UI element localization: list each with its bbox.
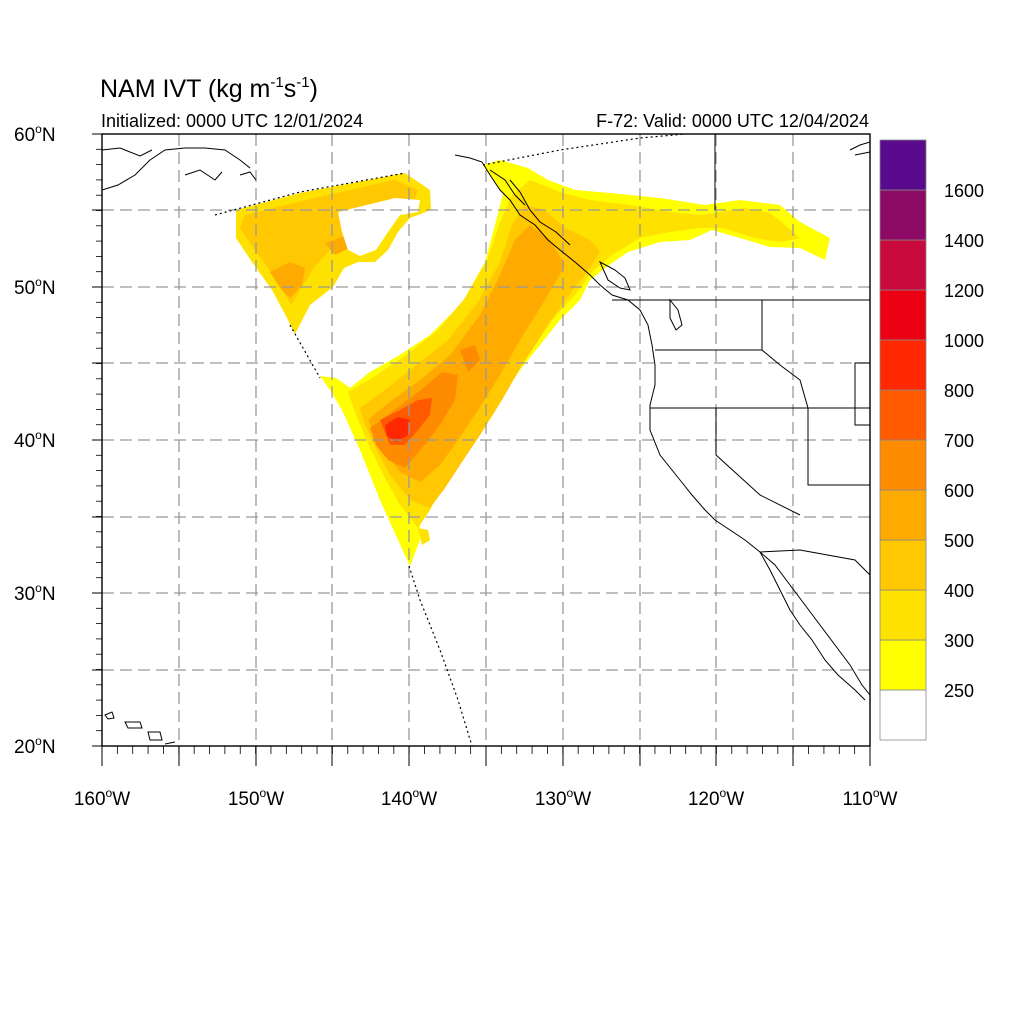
- lon-label-120w: 120oW: [688, 786, 744, 810]
- colorbar-bin-2: [879, 589, 927, 641]
- colorbar-bin-8: [879, 289, 927, 341]
- colorbar-label-300: 300: [944, 631, 974, 651]
- colorbar-label-1000: 1000: [944, 331, 984, 351]
- model-domain-boundary: [214, 134, 686, 746]
- colorbar-label-400: 400: [944, 581, 974, 601]
- colorbar-bin-9: [879, 239, 927, 291]
- lat-label-30: 30oN: [14, 581, 56, 605]
- colorbar-label-250: 250: [944, 681, 974, 701]
- colorbar-label-800: 800: [944, 381, 974, 401]
- lat-label-20: 20oN: [14, 734, 56, 758]
- colorbar-bin-5: [879, 439, 927, 491]
- ivt-colorbar: [879, 139, 927, 741]
- latitude-labels: 60oN 50oN 40oN 30oN 20oN: [14, 122, 56, 758]
- colorbar-label-1600: 1600: [944, 181, 984, 201]
- colorbar-label-500: 500: [944, 531, 974, 551]
- colorbar-bin-6: [879, 389, 927, 441]
- lat-label-50: 50oN: [14, 275, 56, 299]
- ivt-colorbar-labels: 250 300 400 500 600 700 800 1000 1200 1400 1600: [944, 181, 984, 701]
- lon-label-130w: 130oW: [535, 786, 591, 810]
- ivt-region-gulf: [236, 173, 431, 334]
- map-area: [102, 134, 870, 746]
- colorbar-label-600: 600: [944, 481, 974, 501]
- colorbar-bin-7: [879, 339, 927, 391]
- longitude-labels: 160oW 150oW 140oW 130oW 120oW 110oW: [74, 786, 898, 810]
- map-title: NAM IVT (kg m-1s-1): [100, 74, 318, 103]
- colorbar-bin-3: [879, 539, 927, 591]
- colorbar-label-1400: 1400: [944, 231, 984, 251]
- colorbar-bin-0: [879, 689, 927, 741]
- colorbar-bin-1: [879, 639, 927, 691]
- lon-label-140w: 140oW: [381, 786, 437, 810]
- valid-label: F-72: Valid: 0000 UTC 12/04/2024: [596, 111, 869, 131]
- lat-label-60: 60oN: [14, 122, 56, 146]
- colorbar-bin-10: [879, 189, 927, 241]
- colorbar-bin-4: [879, 489, 927, 541]
- colorbar-label-1200: 1200: [944, 281, 984, 301]
- lat-label-40: 40oN: [14, 428, 56, 452]
- map-gridlines: [102, 134, 870, 746]
- lon-label-150w: 150oW: [228, 786, 284, 810]
- colorbar-bin-11: [879, 139, 927, 191]
- lon-label-110w: 110oW: [843, 786, 898, 810]
- coastlines: [102, 134, 870, 745]
- initialized-label: Initialized: 0000 UTC 12/01/2024: [101, 111, 363, 131]
- lon-label-160w: 160oW: [74, 786, 130, 810]
- colorbar-label-700: 700: [944, 431, 974, 451]
- ivt-atmospheric-river: [320, 160, 830, 566]
- axis-minor-ticks: [96, 133, 856, 754]
